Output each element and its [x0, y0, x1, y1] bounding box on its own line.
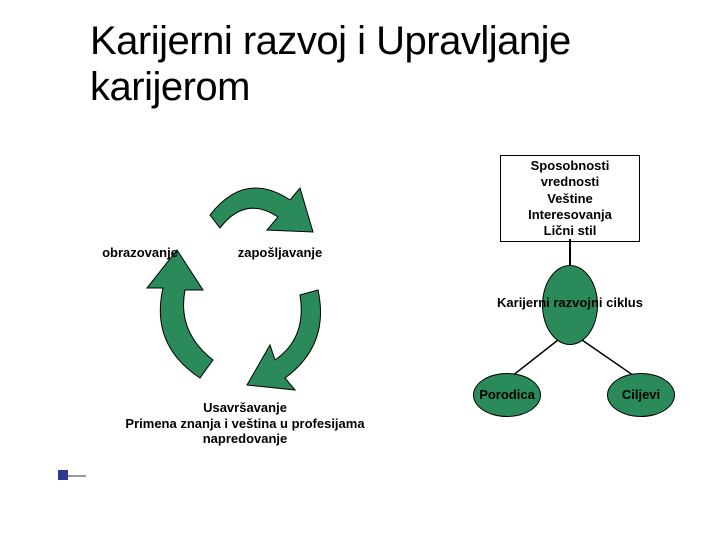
slide-title: Karijerni razvoj i Upravljanje karijerom — [90, 18, 650, 110]
top-box-line: vrednosti — [505, 174, 635, 190]
top-box-line: Veštine — [505, 191, 635, 207]
top-box-line: Lični stil — [505, 223, 635, 239]
top-box-line: Interesovanja — [505, 207, 635, 223]
tree-left-label: Porodica — [473, 387, 541, 402]
tree-mid-label: Karijerni razvojni ciklus — [445, 295, 695, 310]
cycle-diagram: obrazovanje zapošljavanje Usavršavanje P… — [95, 160, 395, 460]
cycle-arrow-left — [147, 250, 213, 378]
cycle-label-bottom: Usavršavanje Primena znanja i veština u … — [85, 400, 405, 447]
cycle-label-right: zapošljavanje — [225, 245, 335, 261]
title-underline — [68, 475, 86, 477]
cycle-label-left: obrazovanje — [90, 245, 190, 261]
cycle-arrow-top — [210, 188, 313, 232]
top-box-line: Sposobnosti — [505, 158, 635, 174]
cycle-arrow-right — [247, 290, 321, 390]
tree-top-box: Sposobnosti vrednosti Veštine Interesova… — [500, 155, 640, 242]
tree-right-label: Ciljevi — [607, 387, 675, 402]
connector-line — [569, 239, 571, 267]
tree-diagram: Sposobnosti vrednosti Veštine Interesova… — [445, 155, 695, 485]
title-text: Karijerni razvoj i Upravljanje karijerom — [90, 18, 650, 110]
title-bullet — [58, 470, 68, 480]
